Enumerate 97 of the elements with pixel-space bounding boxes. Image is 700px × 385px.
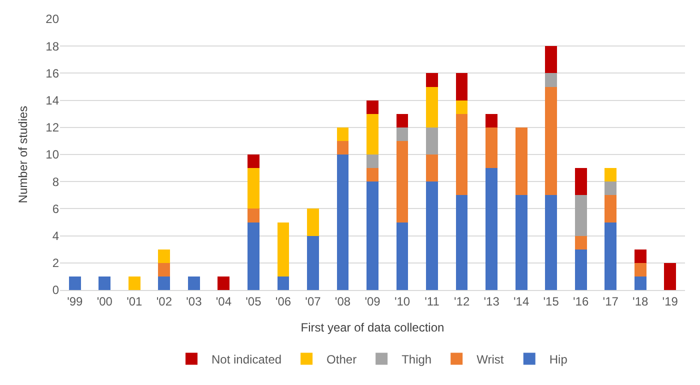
x-tick-label: '08	[334, 294, 351, 308]
bar	[366, 154, 378, 168]
x-axis-title: First year of data collection	[300, 320, 444, 334]
bar	[68, 276, 81, 290]
legend-label: Wrist	[476, 352, 504, 366]
y-tick-label: 8	[52, 174, 60, 189]
bar	[98, 276, 111, 290]
bar	[248, 208, 260, 222]
bar	[604, 222, 617, 290]
y-axis-title: Number of studies	[16, 106, 30, 204]
bar	[426, 73, 438, 87]
bar	[248, 168, 260, 209]
bar	[574, 195, 587, 236]
bar	[426, 86, 438, 128]
bar	[634, 249, 646, 263]
x-tick-label: '07	[305, 294, 322, 308]
bar	[486, 114, 498, 128]
x-tick-label: '18	[632, 294, 649, 308]
y-tick-label: 2	[52, 256, 60, 270]
bar	[248, 222, 260, 290]
bar	[307, 236, 319, 290]
bar	[366, 100, 378, 114]
bar	[545, 195, 558, 290]
bar	[634, 262, 646, 276]
bar	[158, 249, 170, 263]
y-tick-label: 20	[46, 12, 60, 26]
bar	[604, 168, 617, 182]
x-tick-label: '14	[513, 294, 530, 308]
x-tick-label: '02	[156, 294, 172, 308]
bar	[277, 276, 290, 290]
bar	[277, 222, 290, 276]
x-tick-label: '19	[662, 294, 678, 308]
x-tick-label: '04	[216, 294, 232, 308]
bar	[128, 276, 140, 290]
bar	[218, 276, 230, 290]
bar	[426, 154, 438, 182]
x-tick-label: '01	[126, 294, 143, 308]
bar	[604, 182, 617, 196]
bar	[486, 127, 498, 168]
bar	[158, 262, 170, 276]
bar	[366, 114, 378, 154]
x-tick-label: '16	[573, 294, 589, 308]
bar	[515, 195, 528, 290]
bar	[336, 140, 349, 154]
bar	[456, 73, 468, 100]
bar	[188, 276, 200, 290]
x-tick-label: '99	[67, 294, 84, 308]
bar	[366, 182, 378, 290]
x-tick-label: '05	[246, 294, 262, 308]
x-tick-label: '06	[275, 294, 292, 308]
y-tick-label: 12	[46, 120, 60, 135]
bar	[545, 46, 558, 74]
x-tick-label: '12	[454, 294, 470, 308]
y-tick-label: 4	[52, 229, 60, 243]
bar	[426, 127, 438, 154]
bar	[604, 195, 617, 222]
bar	[396, 222, 408, 290]
y-tick-label: 16	[46, 66, 60, 80]
bar	[336, 127, 349, 141]
bar	[574, 249, 587, 290]
legend-label: Thigh	[402, 352, 432, 366]
bar	[396, 127, 408, 141]
bar	[396, 114, 408, 128]
legend-label: Not indicated	[212, 352, 282, 366]
x-tick-label: '11	[424, 294, 440, 308]
x-tick-label: '00	[96, 294, 113, 308]
x-tick-label: '10	[394, 294, 410, 308]
y-tick-label: 14	[46, 94, 60, 108]
bar	[574, 168, 587, 196]
bar	[307, 208, 319, 236]
bar	[545, 73, 558, 87]
bar	[456, 114, 468, 196]
y-tick-label: 0	[52, 283, 60, 298]
bar	[336, 154, 349, 290]
bar	[248, 154, 260, 168]
bar	[664, 262, 676, 290]
y-tick-label: 10	[46, 148, 60, 162]
bar	[574, 236, 587, 250]
x-tick-label: '13	[484, 294, 500, 308]
bar	[634, 276, 646, 290]
bar	[456, 100, 468, 114]
x-tick-label: '09	[364, 294, 381, 308]
bar	[456, 195, 468, 290]
legend-label: Hip	[549, 352, 568, 366]
y-tick-label: 18	[46, 39, 60, 54]
bar	[366, 168, 378, 182]
x-tick-label: '03	[186, 294, 202, 308]
bar	[515, 127, 528, 196]
bar	[158, 276, 170, 290]
y-tick-label: 6	[52, 202, 60, 216]
x-tick-label: '17	[602, 294, 619, 308]
bar	[426, 182, 438, 290]
bar	[396, 140, 408, 222]
legend-label: Other	[326, 352, 357, 366]
x-tick-label: '15	[543, 294, 560, 308]
bar	[545, 86, 558, 196]
bar	[486, 168, 498, 290]
